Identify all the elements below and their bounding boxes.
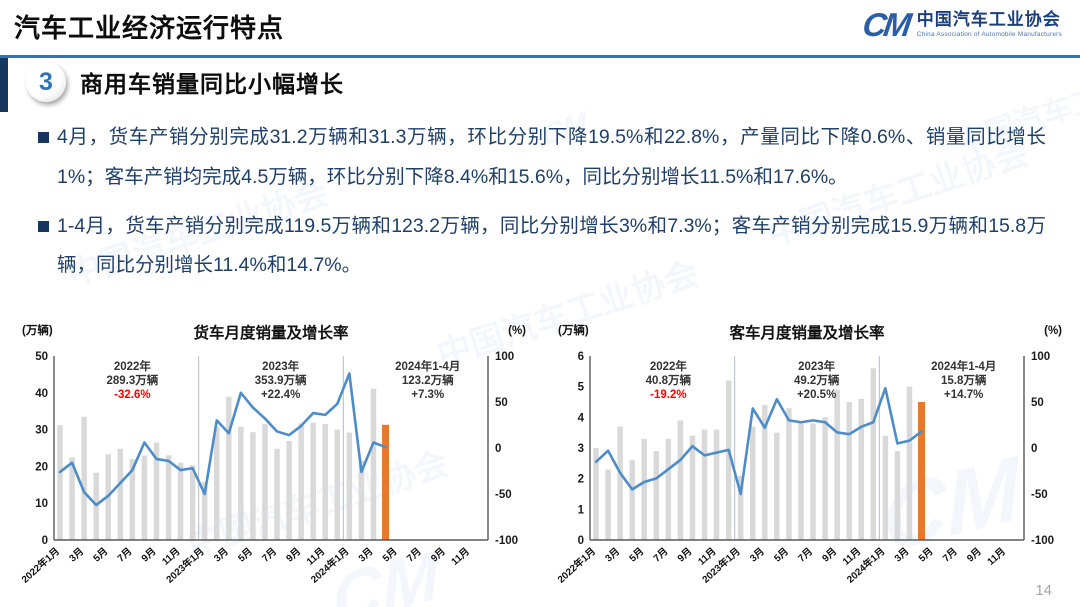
svg-text:50: 50 [1031, 397, 1044, 409]
svg-text:3月: 3月 [356, 545, 375, 564]
svg-text:289.3万辆: 289.3万辆 [106, 373, 158, 387]
bullet-item: 1-4月，货车产销分别完成119.5万辆和123.2万辆，同比分别增长3%和7.… [38, 207, 1046, 287]
svg-text:5: 5 [578, 382, 585, 394]
svg-text:11月: 11月 [449, 545, 472, 567]
svg-text:100: 100 [495, 351, 514, 363]
header: 汽车工业经济运行特点 CM 中国汽车工业协会 China Association… [0, 0, 1080, 56]
caam-logo-text: 中国汽车工业协会 China Association of Automobile… [916, 9, 1062, 39]
bullet-item: 4月，货车产销分别完成31.2万辆和31.3万辆，环比分别下降19.5%和22.… [38, 118, 1046, 198]
svg-text:0: 0 [42, 535, 48, 547]
svg-text:2023年: 2023年 [262, 359, 300, 373]
svg-text:2: 2 [578, 474, 584, 486]
charts-row: (万辆) (%) 货车月度销量及增长率 0 10 20 30 40 50 -100 -50 0 50 10… [16, 316, 1068, 602]
section-heading-row: 3 商用车销量同比小幅增长 [26, 62, 344, 102]
svg-text:-100: -100 [495, 535, 518, 547]
svg-text:+20.5%: +20.5% [797, 389, 836, 401]
svg-text:11月: 11月 [985, 545, 1008, 567]
svg-text:2023年: 2023年 [798, 359, 836, 373]
svg-text:7月: 7月 [940, 545, 959, 564]
svg-text:3月: 3月 [211, 545, 230, 564]
section-number-badge: 3 [26, 62, 66, 102]
svg-text:3: 3 [578, 443, 584, 455]
truck-monthly-sales-chart: (万辆) (%) 货车月度销量及增长率 0 10 20 30 40 50 -100 -50 0 50 10… [16, 316, 532, 602]
svg-text:9月: 9月 [428, 545, 447, 564]
svg-text:9月: 9月 [820, 545, 839, 564]
svg-text:0: 0 [578, 535, 584, 547]
caam-monogram-icon: CM [860, 6, 912, 43]
svg-text:5月: 5月 [380, 545, 399, 564]
caam-name-en: China Association of Automobile Manufact… [916, 31, 1062, 39]
bullet-square-icon [38, 132, 49, 143]
svg-text:5月: 5月 [91, 545, 110, 564]
svg-text:49.2万辆: 49.2万辆 [794, 373, 840, 387]
svg-text:100: 100 [1031, 351, 1050, 363]
svg-text:3月: 3月 [892, 545, 911, 564]
bullet-list: 4月，货车产销分别完成31.2万辆和31.3万辆，环比分别下降19.5%和22.… [38, 118, 1046, 295]
svg-text:-32.6%: -32.6% [114, 389, 150, 401]
svg-text:-50: -50 [495, 489, 512, 501]
svg-text:9月: 9月 [139, 545, 158, 564]
svg-text:+14.7%: +14.7% [944, 389, 983, 401]
section-title: 商用车销量同比小幅增长 [80, 71, 344, 97]
svg-text:7月: 7月 [115, 545, 134, 564]
svg-text:客车月度销量及增长率: 客车月度销量及增长率 [729, 323, 885, 342]
svg-text:40: 40 [35, 388, 48, 400]
svg-text:(%): (%) [508, 325, 526, 337]
svg-text:50: 50 [35, 351, 48, 363]
svg-text:7月: 7月 [260, 545, 279, 564]
page-title: 汽车工业经济运行特点 [14, 13, 285, 43]
svg-text:5月: 5月 [236, 545, 255, 564]
page-number: 14 [1035, 582, 1052, 599]
svg-text:-19.2%: -19.2% [650, 389, 686, 401]
bullet-text: 4月，货车产销分别完成31.2万辆和31.3万辆，环比分别下降19.5%和22.… [57, 126, 1046, 188]
svg-text:-50: -50 [1031, 489, 1048, 501]
svg-text:货车月度销量及增长率: 货车月度销量及增长率 [193, 323, 349, 342]
svg-text:0: 0 [1031, 443, 1037, 455]
svg-text:3月: 3月 [603, 545, 622, 564]
bus-monthly-sales-chart: (万辆) (%) 客车月度销量及增长率 0 1 2 3 4 5 6 -100 -50 0 50 100 202… [552, 316, 1068, 602]
svg-text:9月: 9月 [284, 545, 303, 564]
svg-text:9月: 9月 [675, 545, 694, 564]
svg-text:(%): (%) [1044, 325, 1062, 337]
svg-text:(万辆): (万辆) [558, 323, 589, 337]
svg-text:+7.3%: +7.3% [411, 389, 444, 401]
caam-logo: CM 中国汽车工业协会 China Association of Automob… [860, 6, 1062, 43]
svg-text:3月: 3月 [67, 545, 86, 564]
svg-text:20: 20 [35, 461, 48, 473]
svg-text:1: 1 [578, 504, 585, 516]
svg-text:5月: 5月 [627, 545, 646, 564]
svg-text:2022年: 2022年 [114, 359, 152, 373]
svg-text:9月: 9月 [964, 545, 983, 564]
svg-text:0: 0 [495, 443, 501, 455]
svg-text:353.9万辆: 353.9万辆 [255, 373, 307, 387]
svg-text:7月: 7月 [404, 545, 423, 564]
svg-text:-100: -100 [1031, 535, 1054, 547]
svg-text:2024年1-4月: 2024年1-4月 [931, 359, 996, 373]
svg-text:5月: 5月 [772, 545, 791, 564]
svg-text:40.8万辆: 40.8万辆 [646, 373, 692, 387]
svg-text:2024年1-4月: 2024年1-4月 [395, 359, 460, 373]
svg-text:+22.4%: +22.4% [261, 389, 300, 401]
bullet-square-icon [38, 220, 49, 232]
svg-text:7月: 7月 [651, 545, 670, 564]
svg-text:(万辆): (万辆) [22, 323, 53, 337]
svg-text:6: 6 [578, 351, 584, 363]
svg-text:5月: 5月 [916, 545, 935, 564]
svg-text:2022年1月: 2022年1月 [19, 545, 63, 586]
caam-name-cn: 中国汽车工业协会 [916, 9, 1061, 29]
svg-text:10: 10 [35, 498, 48, 510]
svg-text:15.8万辆: 15.8万辆 [941, 373, 987, 387]
header-divider [0, 55, 1080, 58]
svg-text:7月: 7月 [796, 545, 815, 564]
left-edge-accent [0, 58, 8, 112]
bullet-text: 1-4月，货车产销分别完成119.5万辆和123.2万辆，同比分别增长3%和7.… [57, 214, 1046, 277]
svg-text:123.2万辆: 123.2万辆 [402, 373, 454, 387]
svg-text:50: 50 [495, 397, 508, 409]
svg-text:4: 4 [578, 412, 585, 424]
svg-text:2022年1月: 2022年1月 [555, 545, 599, 586]
svg-text:3月: 3月 [747, 545, 766, 564]
svg-text:30: 30 [35, 425, 48, 437]
svg-text:2022年: 2022年 [650, 359, 688, 373]
